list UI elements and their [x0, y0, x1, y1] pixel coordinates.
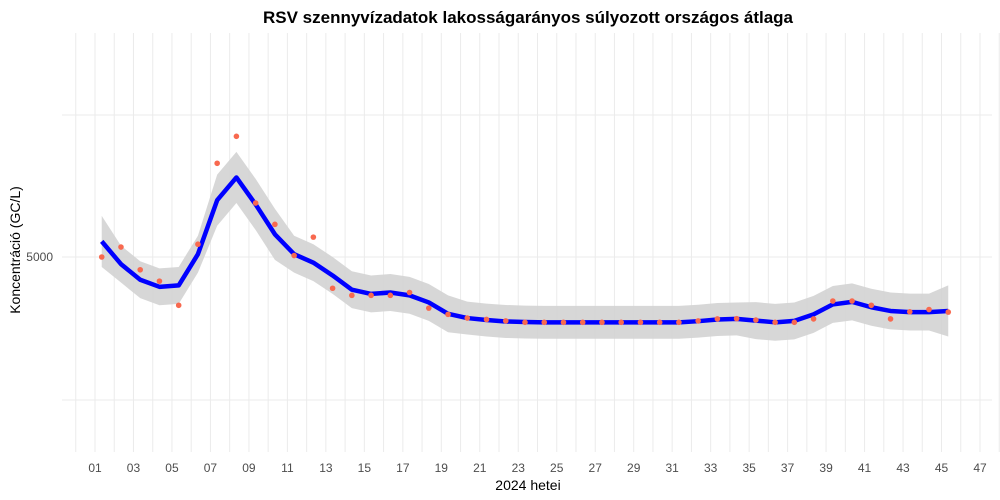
svg-text:33: 33 — [704, 461, 718, 475]
confidence-ribbon — [101, 151, 949, 341]
chart-title: RSV szennyvízadatok lakosságarányos súly… — [263, 8, 794, 27]
svg-text:31: 31 — [665, 461, 679, 475]
svg-text:03: 03 — [127, 461, 141, 475]
svg-text:5000: 5000 — [26, 250, 53, 264]
y-axis-ticks: 5000 — [26, 250, 53, 264]
svg-text:13: 13 — [319, 461, 333, 475]
svg-text:45: 45 — [935, 461, 949, 475]
svg-text:01: 01 — [88, 461, 102, 475]
svg-text:39: 39 — [819, 461, 833, 475]
svg-text:21: 21 — [473, 461, 487, 475]
x-axis-label: 2024 hetei — [495, 477, 560, 493]
svg-text:27: 27 — [589, 461, 603, 475]
svg-text:07: 07 — [204, 461, 218, 475]
svg-text:25: 25 — [550, 461, 564, 475]
svg-text:19: 19 — [435, 461, 449, 475]
svg-text:15: 15 — [358, 461, 372, 475]
svg-text:11: 11 — [281, 461, 294, 475]
svg-text:41: 41 — [858, 461, 872, 475]
svg-text:37: 37 — [781, 461, 795, 475]
svg-text:29: 29 — [627, 461, 641, 475]
svg-text:17: 17 — [396, 461, 410, 475]
svg-text:35: 35 — [742, 461, 756, 475]
svg-text:05: 05 — [165, 461, 179, 475]
data-points — [98, 133, 952, 326]
svg-text:43: 43 — [896, 461, 910, 475]
y-axis-label: Koncentráció (GC/L) — [7, 186, 23, 314]
svg-text:09: 09 — [242, 461, 256, 475]
svg-text:47: 47 — [973, 461, 987, 475]
svg-text:23: 23 — [512, 461, 526, 475]
x-axis-ticks: 01 03 05 07 09 11 13 15 17 19 21 23 25 27 29 31 33 35 37 39… — [88, 461, 987, 475]
